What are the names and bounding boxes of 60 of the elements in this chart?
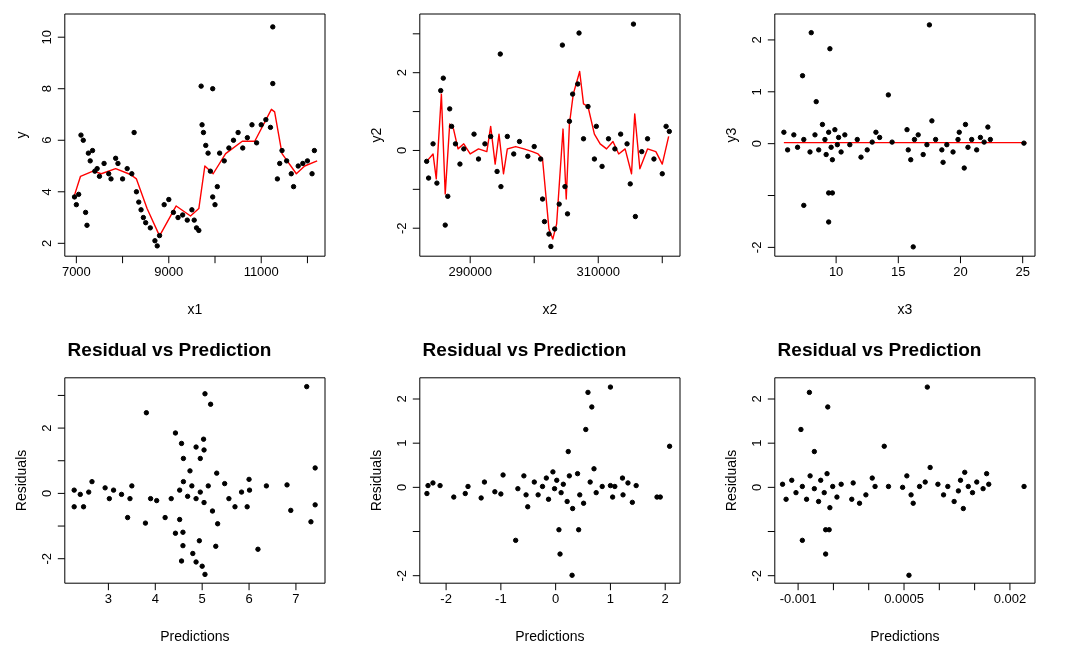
x-tick-label: 25	[1015, 264, 1030, 280]
y-tick-label: 2	[748, 395, 764, 403]
x-tick-label: 0	[552, 591, 560, 607]
x-tick-label: 15	[891, 264, 906, 280]
y-axis-title: y	[13, 131, 30, 139]
y-tick-label: 0	[393, 146, 409, 155]
x-tick-label: 1	[606, 591, 615, 607]
x-tick-label: 0.002	[993, 591, 1027, 607]
y-tick-label: 10	[38, 29, 54, 45]
x-tick-label: 290000	[448, 264, 492, 280]
y-tick-label: -2	[748, 241, 764, 254]
y-tick-label: 0	[393, 483, 409, 491]
y-tick-label: -2	[393, 569, 409, 582]
y-tick-label: 1	[748, 439, 764, 447]
x-axis-title: x2	[542, 301, 558, 318]
chart-title: Residual vs Prediction	[67, 338, 272, 360]
y-tick-label: 2	[393, 69, 409, 77]
y-tick-label: 2	[38, 239, 54, 247]
x-tick-label: 310000	[576, 264, 620, 280]
x-tick-label: 20	[953, 264, 968, 280]
x-axis-title: x1	[187, 301, 203, 318]
x-tick-label: -2	[440, 591, 452, 607]
y-tick-label: 2	[393, 395, 409, 403]
x-tick-label: 7000	[61, 264, 91, 280]
y-tick-label: 4	[38, 188, 54, 196]
y-axis-title: y3	[723, 127, 740, 143]
chart-title: Residual vs Prediction	[422, 338, 627, 360]
y-axis-title: Residuals	[723, 449, 740, 512]
y-axis-title: y2	[368, 127, 385, 143]
y-tick-label: -2	[393, 222, 409, 234]
x-tick-label: 3	[104, 591, 113, 607]
x-axis-title: x3	[897, 301, 913, 318]
y-tick-label: 2	[38, 424, 54, 432]
x-tick-label: -0.001	[779, 591, 817, 607]
y-tick-label: 1	[393, 439, 409, 447]
y-tick-label: -2	[38, 552, 54, 565]
y-axis-title: Residuals	[13, 449, 30, 512]
y-axis-title: Residuals	[368, 449, 385, 512]
x-tick-label: 10	[828, 264, 844, 280]
x-axis-title: Predictions	[870, 628, 940, 645]
x-axis-title: Predictions	[515, 628, 585, 645]
y-tick-label: 0	[748, 140, 764, 148]
y-tick-label: 2	[748, 36, 764, 44]
x-tick-label: 9000	[154, 264, 184, 280]
x-axis-title: Predictions	[160, 628, 230, 645]
x-tick-label: 4	[151, 591, 159, 607]
x-tick-label: 7	[292, 591, 300, 607]
y-tick-label: 0	[748, 483, 764, 491]
x-tick-label: 2	[661, 591, 669, 607]
chart-title: Residual vs Prediction	[777, 338, 982, 360]
y-tick-label: 1	[748, 88, 764, 96]
x-tick-label: -1	[495, 591, 507, 607]
y-tick-label: 8	[38, 85, 54, 93]
y-tick-label: 6	[38, 136, 54, 144]
y-tick-label: -2	[748, 569, 764, 582]
y-tick-label: 0	[38, 489, 54, 498]
x-tick-label: 0.0005	[884, 591, 924, 607]
x-tick-label: 11000	[243, 264, 279, 280]
x-tick-label: 6	[245, 591, 253, 607]
x-tick-label: 5	[198, 591, 206, 607]
